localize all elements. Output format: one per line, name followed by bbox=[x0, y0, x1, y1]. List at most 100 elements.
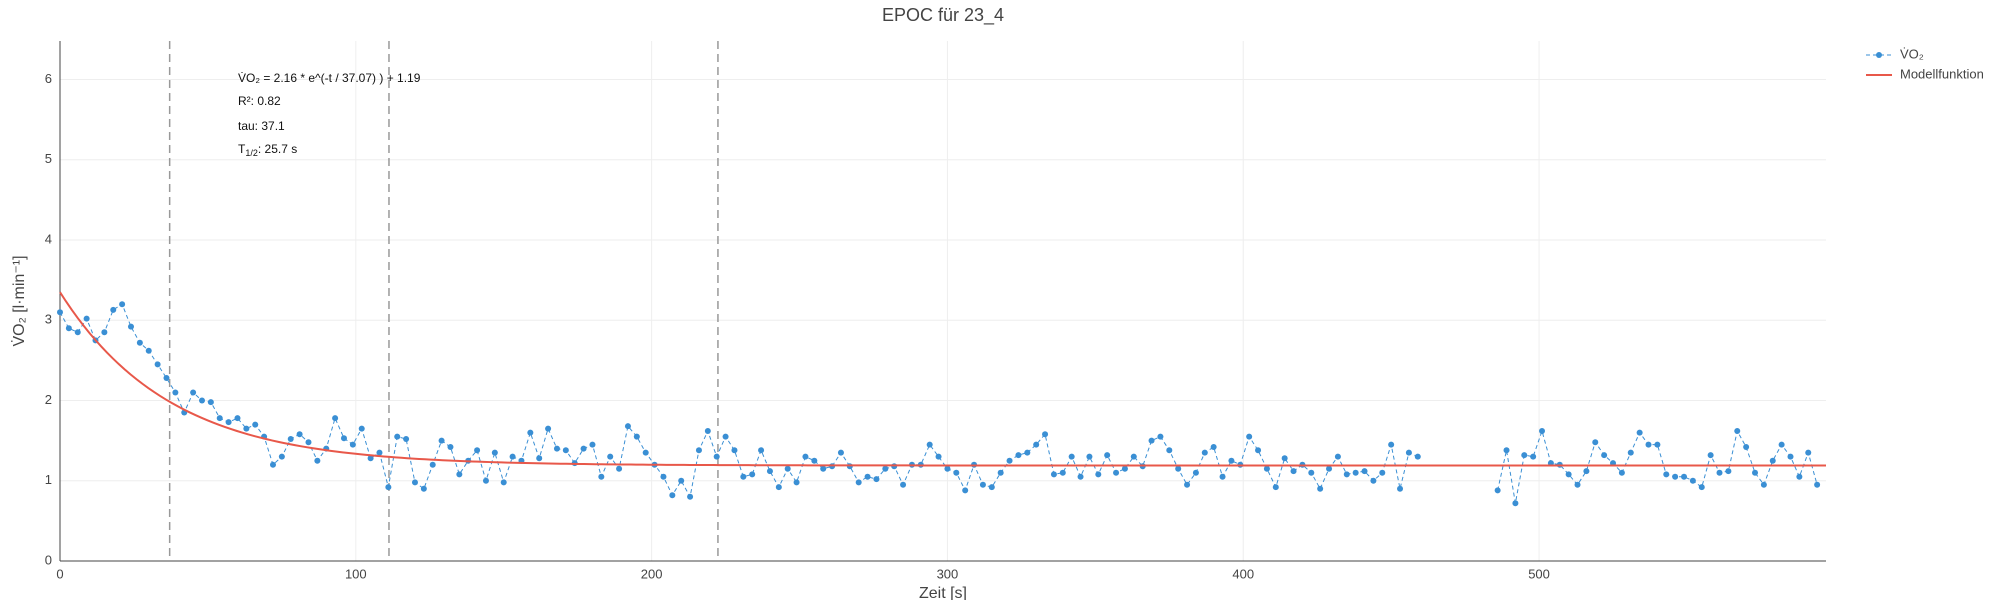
data-point bbox=[802, 453, 809, 460]
x-tick-label: 0 bbox=[56, 566, 63, 581]
data-point bbox=[935, 453, 942, 460]
data-point bbox=[1272, 484, 1279, 491]
x-tick-label: 300 bbox=[937, 566, 959, 581]
data-point bbox=[598, 473, 605, 480]
data-point bbox=[119, 301, 126, 308]
data-point bbox=[278, 453, 285, 460]
data-point bbox=[820, 465, 827, 472]
y-tick-label: 5 bbox=[45, 151, 52, 166]
data-point bbox=[979, 481, 986, 488]
data-point bbox=[101, 329, 108, 336]
data-point bbox=[482, 477, 489, 484]
data-point bbox=[403, 436, 410, 443]
data-point bbox=[1539, 428, 1546, 434]
data-point bbox=[669, 492, 676, 499]
data-point bbox=[900, 481, 907, 488]
data-point bbox=[997, 469, 1004, 476]
x-tick-label: 200 bbox=[641, 566, 663, 581]
data-point bbox=[127, 323, 134, 330]
data-point bbox=[1148, 437, 1155, 444]
annotation: V̇O₂ = 2.16 * e^(-t / 37.07) ) + 1.19 bbox=[238, 71, 421, 85]
data-point bbox=[1743, 444, 1750, 451]
x-axis-title: Zeit [s] bbox=[919, 585, 967, 600]
data-point bbox=[1033, 441, 1040, 448]
data-point bbox=[1095, 471, 1102, 478]
data-point bbox=[1512, 500, 1519, 507]
data-point bbox=[1689, 477, 1696, 484]
data-point bbox=[1121, 465, 1128, 472]
data-point bbox=[198, 397, 205, 404]
y-axis-title: V̇O₂ [l·min⁻¹] bbox=[10, 255, 28, 346]
data-point bbox=[1192, 469, 1199, 476]
data-point bbox=[110, 306, 117, 313]
data-point bbox=[358, 425, 365, 432]
data-point bbox=[527, 429, 534, 436]
data-point bbox=[500, 479, 507, 486]
data-point bbox=[1113, 469, 1120, 476]
data-point bbox=[882, 465, 889, 472]
data-point bbox=[926, 441, 933, 448]
data-point bbox=[1015, 452, 1022, 459]
data-point bbox=[1104, 452, 1111, 459]
data-point bbox=[1583, 468, 1590, 475]
data-point bbox=[1255, 447, 1262, 454]
data-point bbox=[1059, 469, 1066, 476]
data-point bbox=[163, 375, 170, 382]
data-point bbox=[269, 461, 276, 468]
legend-label: Modellfunktion bbox=[1900, 66, 1984, 81]
data-point bbox=[553, 445, 560, 452]
data-point bbox=[1796, 473, 1803, 480]
data-point bbox=[1352, 469, 1359, 476]
data-point bbox=[385, 484, 392, 491]
data-point bbox=[332, 415, 339, 422]
y-tick-label: 3 bbox=[45, 312, 52, 327]
legend-marker bbox=[1876, 52, 1882, 58]
data-point bbox=[1326, 465, 1333, 472]
data-point bbox=[1201, 449, 1208, 456]
data-point bbox=[340, 435, 347, 442]
data-point bbox=[145, 347, 152, 354]
data-point bbox=[1645, 441, 1652, 448]
data-point bbox=[314, 457, 321, 464]
data-point bbox=[65, 325, 72, 332]
data-point bbox=[1805, 449, 1812, 456]
data-point bbox=[1672, 473, 1679, 480]
annotation-sub: 1/2 bbox=[245, 148, 258, 158]
data-point bbox=[1814, 481, 1821, 488]
data-point bbox=[1210, 444, 1217, 451]
data-point bbox=[491, 449, 498, 456]
data-point bbox=[855, 479, 862, 486]
data-point bbox=[136, 339, 143, 346]
data-point bbox=[252, 421, 259, 428]
data-point bbox=[642, 449, 649, 456]
annotation-text: T bbox=[238, 142, 246, 156]
data-point bbox=[722, 433, 729, 440]
data-point bbox=[1308, 469, 1315, 476]
data-point bbox=[1166, 447, 1173, 454]
data-point bbox=[1636, 429, 1643, 436]
data-point bbox=[1760, 481, 1767, 488]
data-point bbox=[1290, 468, 1297, 475]
data-point bbox=[953, 469, 960, 476]
data-point bbox=[207, 399, 214, 406]
x-tick-label: 500 bbox=[1528, 566, 1550, 581]
y-tick-label: 1 bbox=[45, 472, 52, 487]
data-point bbox=[545, 425, 552, 432]
data-point bbox=[1734, 428, 1741, 434]
data-point bbox=[695, 447, 702, 454]
data-point bbox=[713, 453, 720, 460]
data-point bbox=[1592, 439, 1599, 446]
data-point bbox=[1778, 441, 1785, 448]
data-point bbox=[1752, 469, 1759, 476]
data-point bbox=[1006, 457, 1013, 464]
data-point bbox=[1397, 485, 1404, 492]
data-point bbox=[793, 479, 800, 486]
data-point bbox=[287, 436, 294, 443]
data-point bbox=[1618, 469, 1625, 476]
y-tick-label: 2 bbox=[45, 392, 52, 407]
data-point bbox=[616, 465, 623, 472]
data-point bbox=[1503, 447, 1510, 454]
data-point bbox=[687, 493, 694, 500]
data-point bbox=[1086, 453, 1093, 460]
